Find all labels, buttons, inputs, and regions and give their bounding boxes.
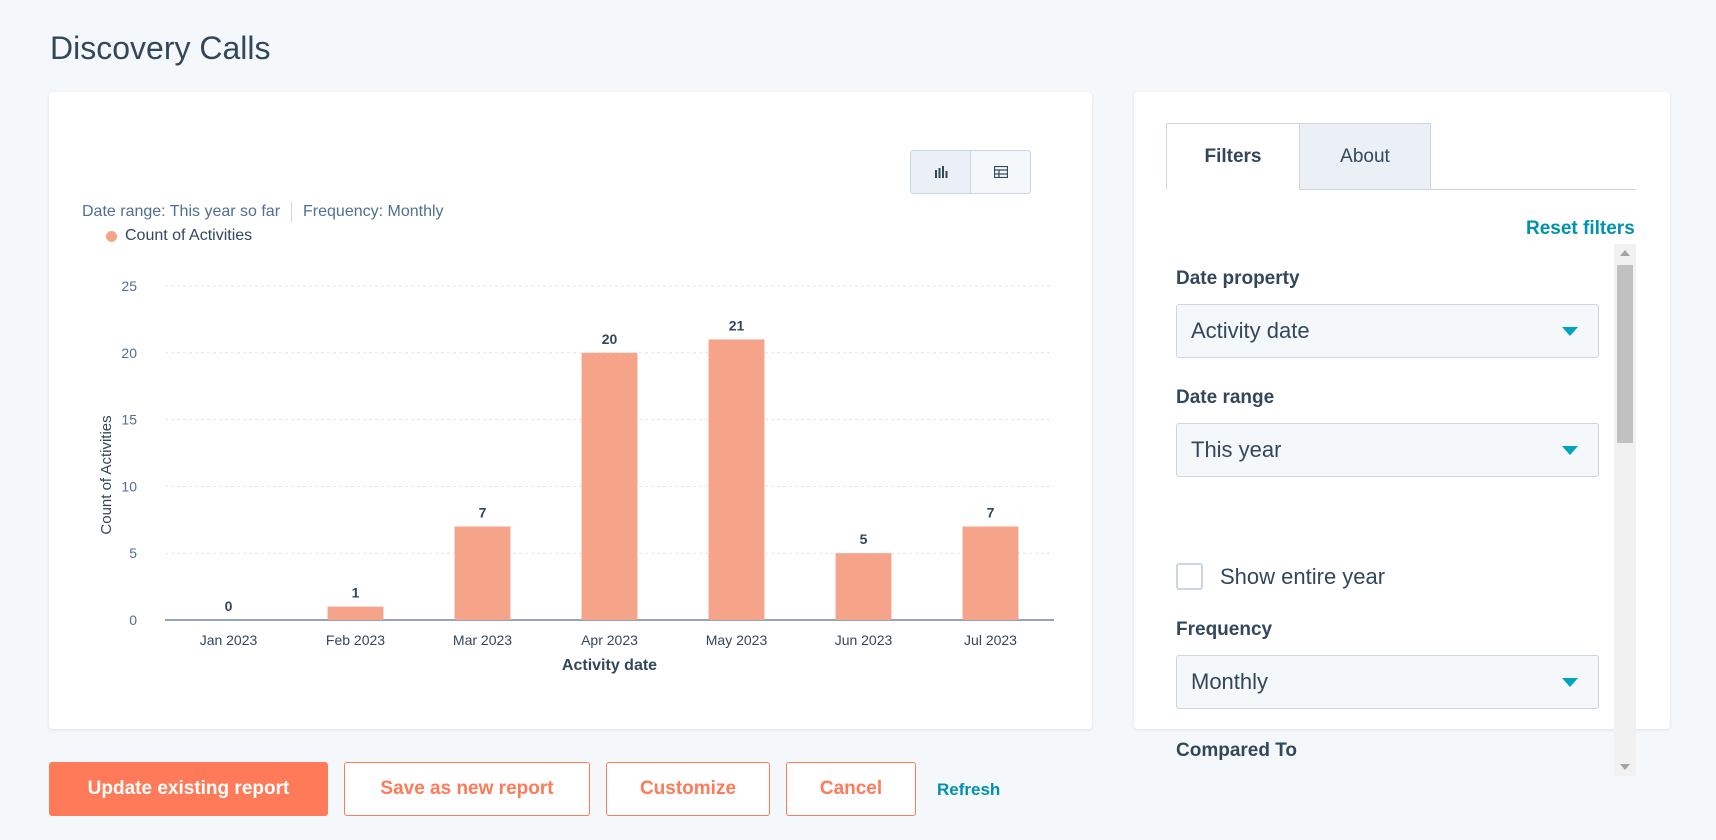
y-tick-label: 5 [129, 545, 137, 561]
bar-chart-icon [934, 166, 948, 178]
chart-view-button[interactable] [911, 151, 971, 193]
y-tick-label: 0 [129, 612, 137, 628]
chart-card: Date range: This year so far Frequency: … [49, 92, 1092, 729]
frequency-label: Frequency [1176, 619, 1273, 640]
y-tick-label: 25 [121, 278, 137, 294]
chevron-down-icon [1562, 446, 1578, 455]
chart-legend: Count of Activities [106, 227, 252, 245]
date-property-value: Activity date [1191, 318, 1310, 343]
show-entire-year-label: Show entire year [1220, 563, 1386, 589]
bar [581, 352, 638, 620]
page-title: Discovery Calls [50, 30, 271, 66]
filters-scrollbar[interactable] [1614, 244, 1636, 776]
date-range-value: This year [1191, 437, 1282, 462]
bar-data-label: 0 [225, 598, 233, 614]
x-tick-label: Jan 2023 [200, 632, 258, 648]
bar-data-label: 7 [987, 504, 995, 520]
y-tick-label: 15 [121, 412, 137, 428]
chart-meta-frequency: Frequency: Monthly [303, 203, 444, 220]
y-axis-title: Count of Activities [98, 415, 115, 534]
frequency-value: Monthly [1191, 669, 1269, 694]
table-icon [993, 166, 1008, 178]
date-property-label: Date property [1176, 268, 1300, 289]
scroll-up-icon[interactable] [1620, 250, 1630, 256]
x-tick-label: Feb 2023 [326, 632, 385, 648]
bar [962, 526, 1019, 620]
scrollbar-thumb[interactable] [1617, 265, 1633, 443]
date-range-select[interactable]: This year [1176, 423, 1599, 477]
x-tick-label: Apr 2023 [581, 632, 638, 648]
show-entire-year-row[interactable]: Show entire year [1176, 563, 1385, 590]
cancel-button[interactable]: Cancel [786, 762, 916, 816]
chevron-down-icon [1562, 678, 1578, 687]
x-tick-label: Jul 2023 [964, 632, 1017, 648]
legend-dot-icon [106, 230, 117, 242]
show-entire-year-checkbox[interactable] [1176, 563, 1203, 590]
filters-scroll-area: Date property Activity date Date range T… [1166, 244, 1636, 776]
filter-tabs: Filters About [1166, 123, 1636, 190]
chevron-down-icon [1562, 327, 1578, 336]
save-as-new-report-button[interactable]: Save as new report [344, 762, 590, 816]
filters-panel: Filters About Reset filters Date propert… [1134, 92, 1670, 776]
x-tick-label: Jun 2023 [835, 632, 893, 648]
tab-filters[interactable]: Filters [1166, 123, 1300, 190]
bar-data-label: 5 [860, 531, 868, 547]
customize-button[interactable]: Customize [606, 762, 770, 816]
update-existing-report-button[interactable]: Update existing report [49, 762, 328, 816]
bar-data-label: 20 [602, 331, 618, 347]
chart-meta: Date range: This year so far Frequency: … [82, 202, 444, 222]
y-tick-label: 20 [121, 345, 137, 361]
x-tick-label: May 2023 [706, 632, 768, 648]
compared-to-label: Compared To [1176, 740, 1298, 761]
scroll-down-icon[interactable] [1620, 764, 1630, 770]
bar [835, 553, 892, 620]
meta-separator [291, 202, 293, 222]
bar-data-label: 7 [479, 504, 487, 520]
table-view-button[interactable] [971, 151, 1030, 193]
bar-chart: 0 5 10 15 20 25 0 Jan 2023 1 Feb 2023 7 Mar 2023 20 A… [98, 278, 1054, 674]
x-axis-title: Activity date [562, 657, 657, 674]
reset-filters-link[interactable]: Reset filters [1526, 218, 1635, 239]
x-tick-label: Mar 2023 [453, 632, 512, 648]
bar-data-label: 21 [729, 317, 745, 333]
bar [454, 526, 511, 620]
tab-about[interactable]: About [1299, 123, 1431, 190]
refresh-link[interactable]: Refresh [937, 780, 1001, 799]
bar-data-label: 1 [352, 585, 360, 601]
date-range-label: Date range [1176, 387, 1275, 408]
bar [708, 339, 765, 620]
bar [327, 606, 384, 620]
frequency-select[interactable]: Monthly [1176, 655, 1599, 709]
legend-label: Count of Activities [125, 227, 253, 244]
chart-meta-date-range: Date range: This year so far [82, 203, 281, 220]
y-tick-label: 10 [121, 478, 137, 494]
view-toggle [910, 150, 1031, 194]
date-property-select[interactable]: Activity date [1176, 304, 1599, 358]
